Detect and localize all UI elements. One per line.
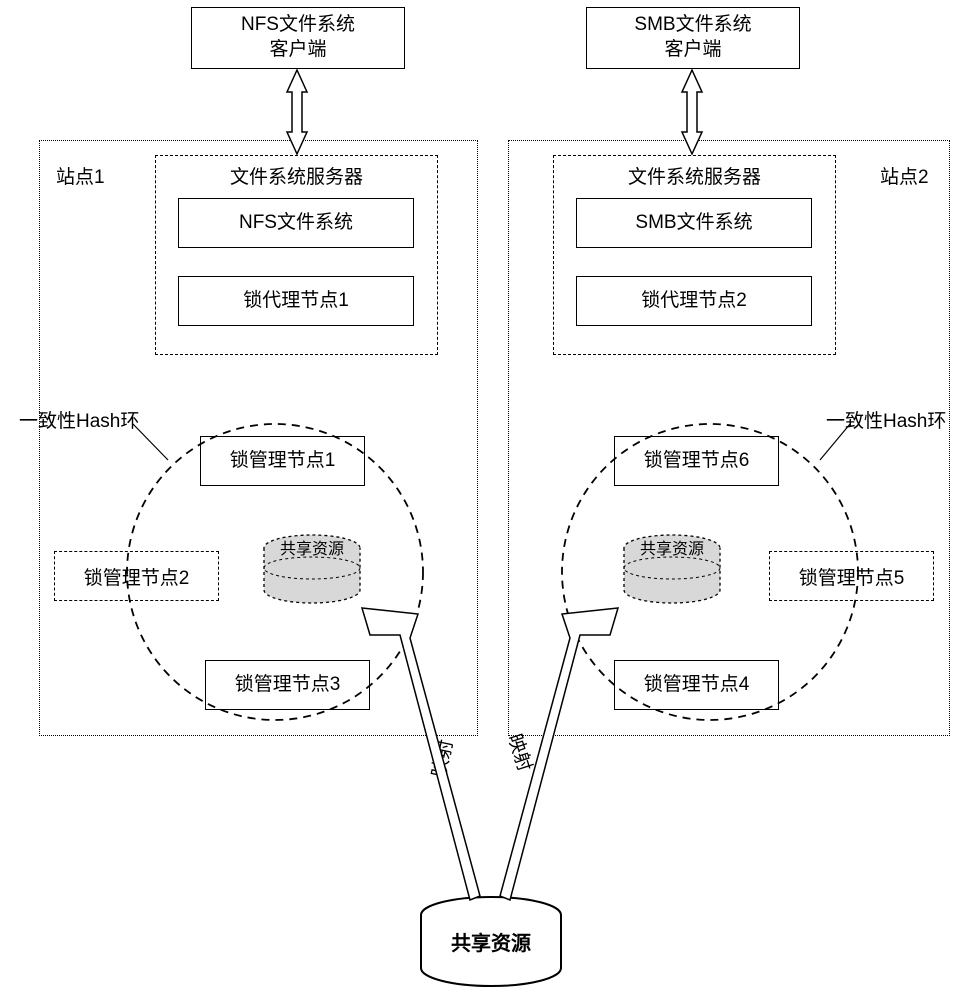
server-title-left: 文件系统服务器: [156, 162, 437, 189]
proxy-1-label: 锁代理节点1: [243, 289, 349, 314]
proxy-1-box: 锁代理节点1: [178, 276, 414, 326]
lock-node-6-label: 锁管理节点6: [644, 449, 750, 474]
nfs-fs-label: NFS文件系统: [239, 211, 353, 236]
client-smb: SMB文件系统 客户端: [586, 7, 800, 69]
map-label-right: 映射: [502, 730, 539, 774]
lock-node-1: 锁管理节点1: [200, 436, 365, 486]
server-title-right: 文件系统服务器: [554, 162, 835, 189]
lock-node-3: 锁管理节点3: [205, 660, 370, 710]
lock-node-6: 锁管理节点6: [614, 436, 779, 486]
server-box-left: 文件系统服务器 NFS文件系统 锁代理节点1: [155, 155, 438, 355]
lock-node-5: 锁管理节点5: [769, 551, 934, 601]
nfs-fs-box: NFS文件系统: [178, 198, 414, 248]
shared-resource-bottom-label: 共享资源: [451, 931, 531, 955]
hash-label-right: 一致性Hash环: [826, 406, 946, 433]
proxy-2-box: 锁代理节点2: [576, 276, 812, 326]
smb-fs-label: SMB文件系统: [635, 211, 752, 236]
lock-node-2-label: 锁管理节点2: [84, 563, 190, 590]
shared-resource-bottom: [421, 897, 561, 986]
hash-label-left: 一致性Hash环: [19, 406, 139, 433]
client-smb-line1: SMB文件系统: [634, 14, 751, 35]
lock-node-4-label: 锁管理节点4: [644, 673, 750, 698]
site-2-label: 站点2: [880, 162, 929, 189]
lock-node-1-label: 锁管理节点1: [230, 449, 336, 474]
map-label-left: 映射: [424, 737, 458, 780]
lock-node-5-label: 锁管理节点5: [799, 563, 905, 590]
proxy-2-label: 锁代理节点2: [641, 289, 747, 314]
client-nfs-line1: NFS文件系统: [241, 14, 355, 35]
client-smb-line2: 客户端: [664, 39, 721, 60]
lock-node-4: 锁管理节点4: [614, 660, 779, 710]
smb-fs-box: SMB文件系统: [576, 198, 812, 248]
lock-node-2: 锁管理节点2: [54, 551, 219, 601]
server-box-right: 文件系统服务器 SMB文件系统 锁代理节点2: [553, 155, 836, 355]
client-nfs-line2: 客户端: [269, 39, 326, 60]
lock-node-3-label: 锁管理节点3: [235, 673, 341, 698]
client-nfs: NFS文件系统 客户端: [191, 7, 405, 69]
site-1-label: 站点1: [56, 162, 105, 189]
